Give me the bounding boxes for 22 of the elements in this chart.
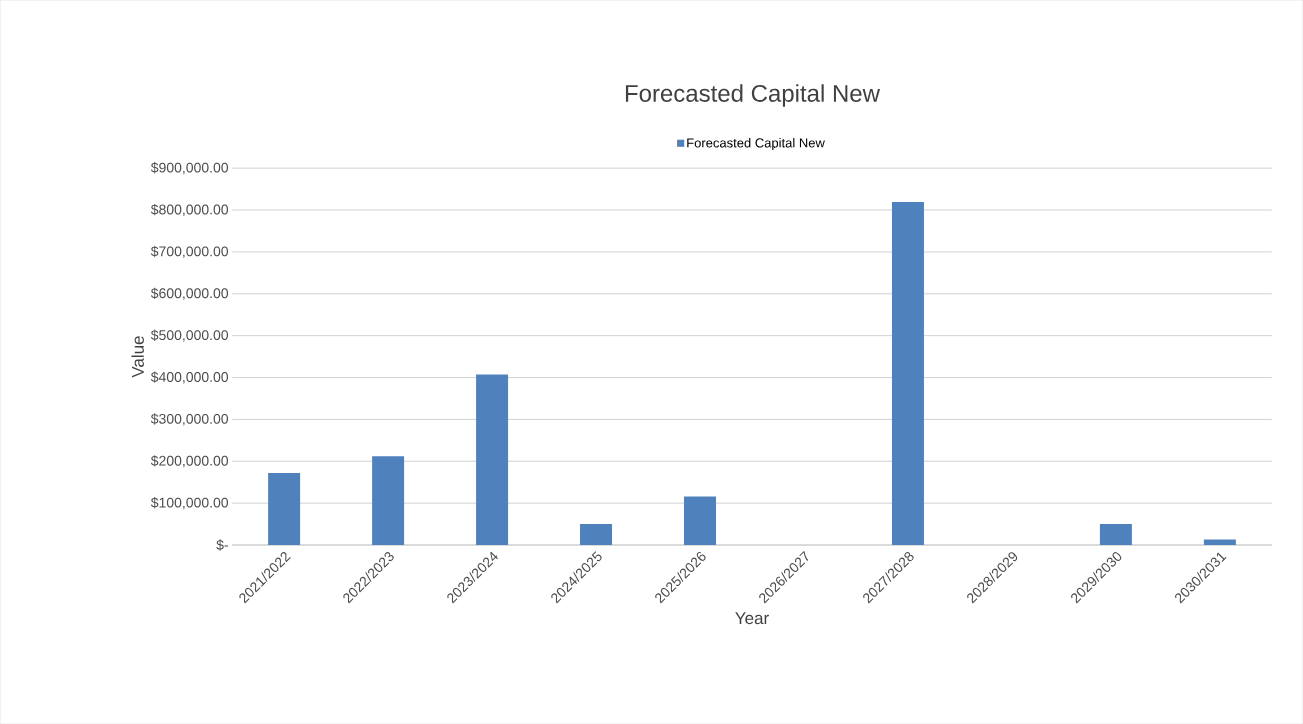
y-tick-label: $300,000.00 <box>150 413 229 426</box>
y-tick-label: $800,000.00 <box>150 203 229 217</box>
bar <box>268 472 301 545</box>
y-tick-label: $900,000.00 <box>150 161 229 175</box>
bar <box>372 456 405 545</box>
y-tick-label: $400,000.00 <box>150 371 229 384</box>
bar <box>891 201 924 545</box>
x-axis-title: Year <box>735 612 769 625</box>
y-tick-label: $700,000.00 <box>150 245 229 258</box>
bar <box>684 496 717 545</box>
y-tick-label: $600,000.00 <box>150 287 229 300</box>
bar <box>580 524 613 545</box>
bar <box>1203 539 1236 545</box>
y-tick-label: $- <box>216 539 228 551</box>
legend-label: Forecasted Capital New <box>687 137 825 150</box>
y-axis-title: Value <box>131 336 144 378</box>
y-tick-label: $200,000.00 <box>150 455 229 468</box>
y-tick-label: $500,000.00 <box>150 329 229 342</box>
y-tick-label: $100,000.00 <box>150 496 229 510</box>
chart-title: Forecasted Capital New <box>625 84 881 107</box>
bar <box>1099 524 1132 545</box>
bar <box>476 374 509 545</box>
